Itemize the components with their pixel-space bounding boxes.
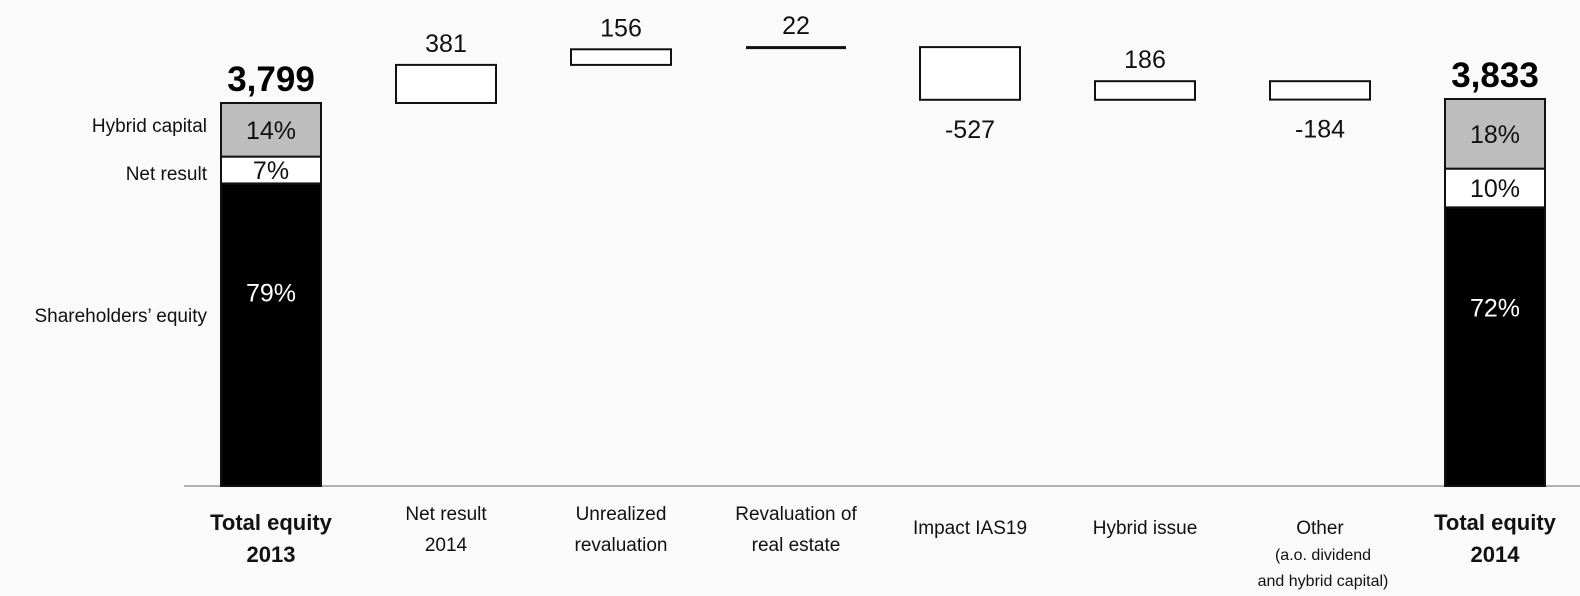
- total-value-label: 3,799: [227, 60, 315, 99]
- category-sublabel: (a.o. dividend: [1275, 547, 1371, 564]
- change-value-label: 381: [425, 30, 467, 58]
- segment-percent-label: 72%: [1470, 295, 1520, 323]
- segment-percent-label: 18%: [1470, 121, 1520, 149]
- change-value-label: 186: [1124, 46, 1166, 74]
- total-value-label: 3,833: [1451, 56, 1539, 95]
- segment-percent-label: 7%: [253, 157, 289, 185]
- change-bar: [395, 63, 497, 104]
- side-legend-label: Shareholders’ equity: [34, 306, 207, 327]
- category-label: Total equity: [1434, 510, 1557, 535]
- stacked-segment-hybrid-capital: [220, 102, 322, 158]
- category-label: Impact IAS19: [913, 518, 1027, 539]
- change-value-label: -527: [945, 116, 995, 144]
- segment-percent-label: 10%: [1470, 175, 1520, 203]
- change-bar: [1094, 80, 1196, 101]
- stacked-segment-hybrid-capital: [1444, 98, 1546, 170]
- category-label: Unrealized: [576, 504, 667, 525]
- stacked-segment-net-result: [220, 155, 322, 185]
- change-value-label: 156: [600, 14, 642, 42]
- category-label: 2014: [1471, 542, 1521, 567]
- category-label: real estate: [752, 535, 841, 556]
- segment-percent-label: 14%: [246, 117, 296, 145]
- segment-percent-label: 79%: [246, 279, 296, 307]
- stacked-segment-shareholders-equity: [220, 182, 322, 487]
- side-legend-label: Hybrid capital: [92, 116, 207, 137]
- category-label: Hybrid issue: [1093, 518, 1198, 539]
- category-label: Net result: [405, 504, 487, 525]
- category-label: Other: [1296, 518, 1344, 539]
- change-bar: [570, 48, 672, 66]
- change-value-label: 22: [782, 12, 810, 40]
- change-bar: [1269, 80, 1371, 101]
- bars-layer: [184, 46, 1580, 488]
- category-label: revaluation: [575, 535, 668, 556]
- category-label: Revaluation of: [735, 504, 857, 525]
- change-bar: [746, 46, 846, 50]
- change-bar: [919, 46, 1021, 101]
- category-label: 2013: [247, 542, 296, 567]
- side-legend-layer: Hybrid capital Net result Shareholders’ eq…: [34, 116, 207, 327]
- category-label: Total equity: [210, 510, 333, 535]
- value-labels-layer: 79% 7% 14% 3,799 72% 10% 18% 3,833 381 156 22 -527 1…: [227, 12, 1539, 323]
- category-label: 2014: [425, 535, 468, 556]
- change-value-label: -184: [1295, 116, 1345, 144]
- category-labels-layer: Total equity 2013 Net result 2014 Unrealized…: [210, 504, 1557, 590]
- category-sublabel: and hybrid capital): [1258, 573, 1389, 590]
- stacked-segment-shareholders-equity: [1444, 206, 1546, 488]
- side-legend-label: Net result: [126, 164, 208, 185]
